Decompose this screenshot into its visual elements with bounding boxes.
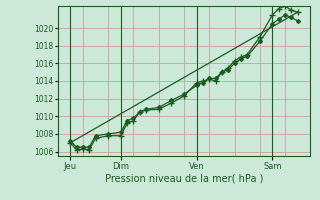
X-axis label: Pression niveau de la mer( hPa ): Pression niveau de la mer( hPa ) bbox=[105, 173, 263, 183]
